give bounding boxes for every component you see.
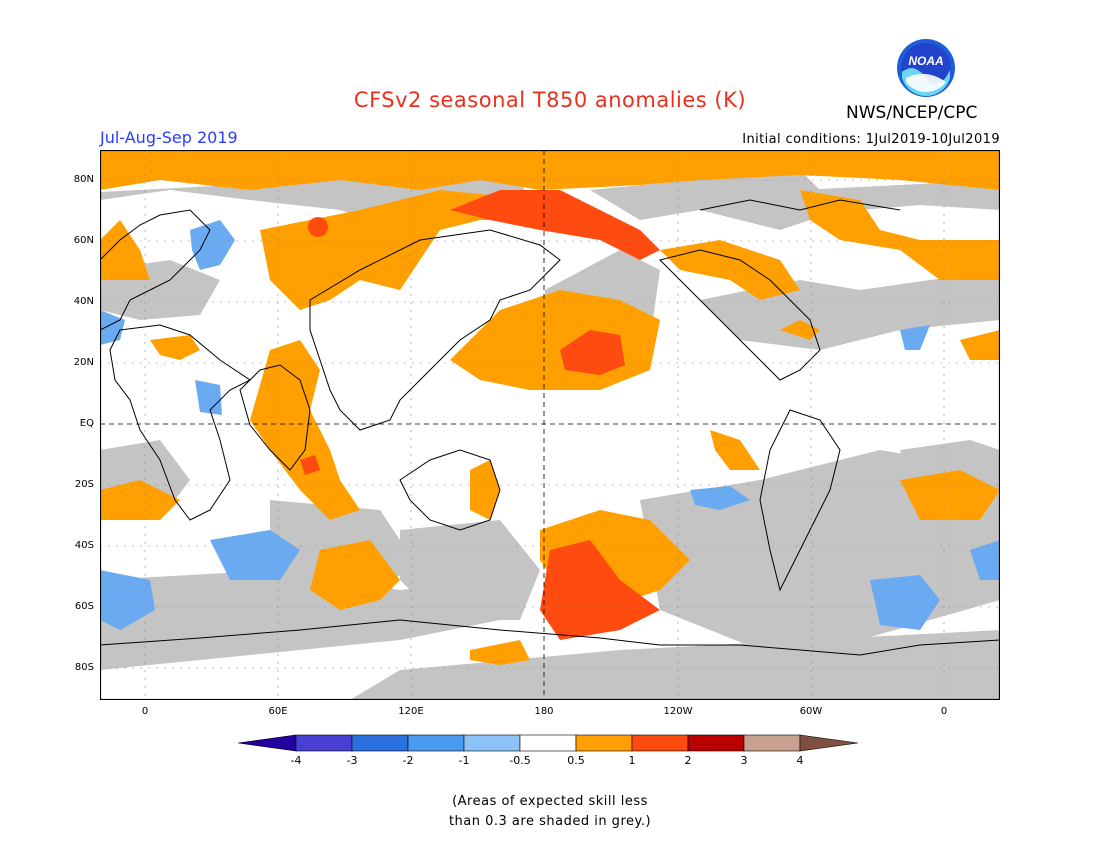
map-frame (100, 150, 1000, 700)
lon-label: 120W (663, 706, 693, 717)
cool-anomaly-regions (100, 220, 1000, 630)
footnote-line: than 0.3 are shaded in grey.) (448, 814, 652, 829)
lat-label: EQ (79, 418, 94, 429)
lat-label: 80N (73, 174, 94, 185)
colorbar-label: -0.5 (509, 754, 531, 767)
map-title: CFSv2 seasonal T850 anomalies (K) (353, 88, 747, 112)
graticule (100, 150, 1000, 700)
initial-conditions: Initial conditions: 1Jul2019-10Jul2019 (742, 132, 1000, 147)
noaa-logo: NOAA (897, 39, 955, 97)
lon-label: 60W (799, 706, 823, 717)
coastlines (100, 199, 1000, 656)
colorbar-label: -3 (346, 754, 358, 767)
colorbar-label: -4 (290, 754, 302, 767)
colorbar-label: 0.5 (567, 754, 585, 767)
colorbar-swatch (799, 734, 859, 752)
colorbar-label: -1 (458, 754, 470, 767)
colorbar-label: 4 (796, 754, 804, 767)
colorbar-swatch (463, 734, 521, 752)
colorbar (238, 734, 859, 752)
colorbar-swatch (238, 734, 297, 752)
season-label: Jul-Aug-Sep 2019 (100, 128, 238, 147)
colorbar-label: 2 (684, 754, 692, 767)
colorbar-swatch (519, 734, 577, 752)
lat-label: 40N (73, 296, 94, 307)
lon-label: 60E (268, 706, 288, 717)
skill-footnote: (Areas of expected skill less than 0.3 a… (0, 792, 1100, 832)
colorbar-swatch (575, 734, 633, 752)
footnote-line: (Areas of expected skill less (452, 794, 648, 809)
agency-label: NWS/NCEP/CPC (846, 103, 978, 123)
colorbar-swatch (631, 734, 689, 752)
strong-warm-regions (300, 190, 660, 640)
anomaly-map (100, 150, 1000, 700)
colorbar-swatch (743, 734, 801, 752)
lat-label: 20S (74, 479, 94, 490)
lat-label: 60N (73, 235, 94, 246)
lon-label: 0 (141, 706, 149, 717)
lat-label: 20N (73, 357, 94, 368)
logo-text: NOAA (908, 54, 943, 68)
colorbar-label: 1 (628, 754, 636, 767)
colorbar-label: -2 (402, 754, 414, 767)
colorbar-swatch (687, 734, 745, 752)
colorbar-swatch (407, 734, 465, 752)
lon-label: 180 (534, 706, 554, 717)
colorbar-swatch (295, 734, 353, 752)
colorbar-label: 3 (740, 754, 748, 767)
lon-label: 120E (398, 706, 424, 717)
lat-label: 80S (74, 662, 94, 673)
lat-label: 60S (74, 601, 94, 612)
lon-label: 0 (940, 706, 948, 717)
lat-label: 40S (74, 540, 94, 551)
colorbar-swatch (351, 734, 409, 752)
